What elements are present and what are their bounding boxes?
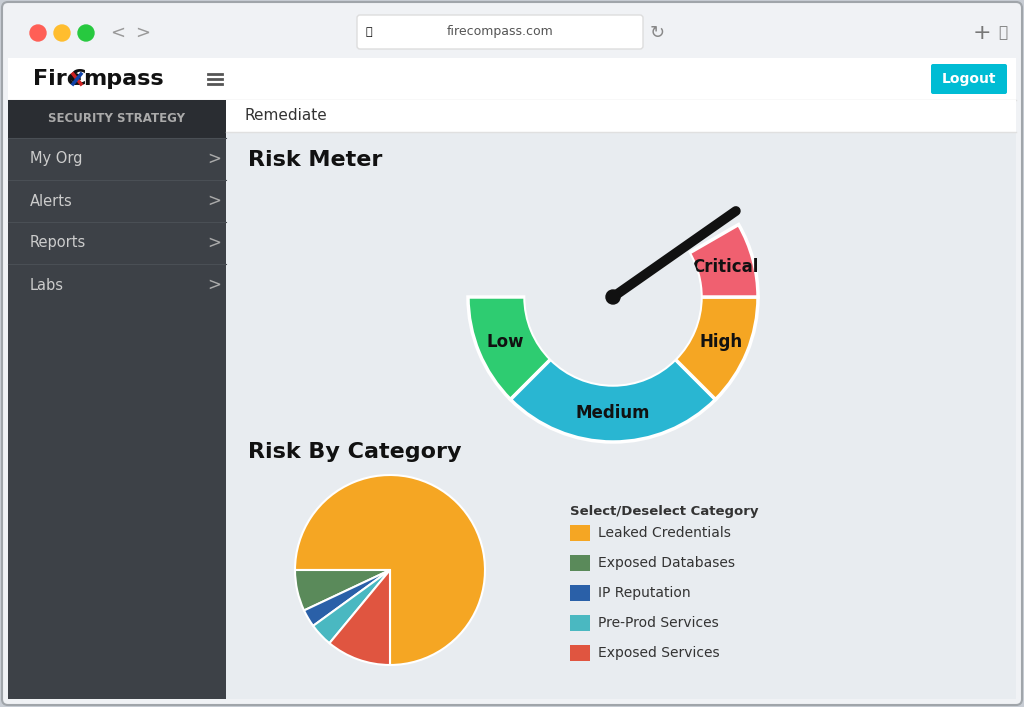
FancyBboxPatch shape [357,15,643,49]
Wedge shape [313,570,390,643]
Bar [8,8,1016,58]
Wedge shape [304,570,390,626]
Bar [8,100,226,138]
Text: High: High [699,332,742,351]
Text: mpass: mpass [83,69,164,89]
Text: Labs: Labs [30,278,63,293]
Circle shape [78,25,94,41]
Text: Exposed Services: Exposed Services [598,646,720,660]
Circle shape [526,210,700,384]
Text: +: + [973,23,991,43]
Text: >: > [135,24,151,42]
Bar [226,100,1016,699]
Text: Select/Deselect Category: Select/Deselect Category [570,505,759,518]
Wedge shape [511,359,716,442]
Text: Medium: Medium [575,404,650,423]
Wedge shape [675,297,758,399]
Text: 🔒: 🔒 [365,27,372,37]
Bar [8,58,1016,100]
Text: Logout: Logout [942,72,996,86]
Text: Reports: Reports [30,235,86,250]
Wedge shape [468,297,551,399]
Text: Risk By Category: Risk By Category [248,442,462,462]
Text: ↻: ↻ [649,24,665,42]
Text: Low: Low [486,332,524,351]
Bar [570,615,590,631]
Text: SECURITY STRATEGY: SECURITY STRATEGY [48,112,185,126]
Circle shape [606,290,620,304]
Text: Pre-Prod Services: Pre-Prod Services [598,616,719,630]
Text: Alerts: Alerts [30,194,73,209]
Text: ⧉: ⧉ [998,25,1008,40]
Text: firecompass.com: firecompass.com [446,25,553,38]
Text: Remediate: Remediate [244,108,327,124]
Text: Critical: Critical [692,258,759,276]
Wedge shape [330,570,390,665]
Bar [570,555,590,571]
Bar [226,100,1016,132]
FancyBboxPatch shape [931,64,1007,94]
Text: >: > [207,192,221,210]
Wedge shape [295,570,390,610]
Text: Fire: Fire [33,69,82,89]
Text: <: < [111,24,126,42]
Bar [8,100,226,699]
Text: Exposed Databases: Exposed Databases [598,556,735,570]
Text: >: > [207,276,221,294]
Circle shape [30,25,46,41]
Text: C: C [70,69,86,89]
Text: Risk Meter: Risk Meter [248,150,382,170]
Text: >: > [207,234,221,252]
Text: Leaked Credentials: Leaked Credentials [598,526,731,540]
Circle shape [54,25,70,41]
Wedge shape [295,475,485,665]
Text: My Org: My Org [30,151,83,167]
Bar [570,585,590,601]
Text: IP Reputation: IP Reputation [598,586,690,600]
Bar [570,645,590,661]
Wedge shape [689,225,758,297]
Text: >: > [207,150,221,168]
Bar [570,525,590,541]
